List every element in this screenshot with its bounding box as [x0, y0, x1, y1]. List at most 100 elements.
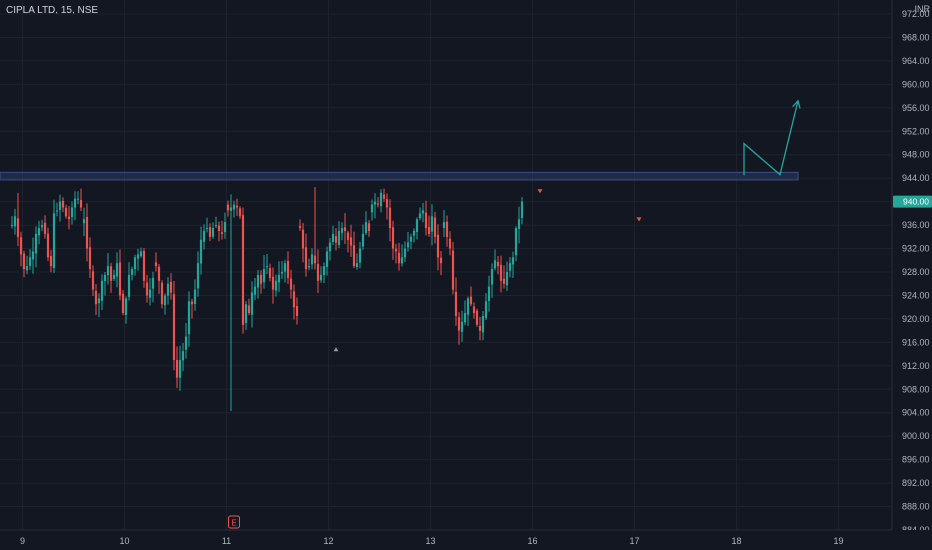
- candle[interactable]: [358, 242, 362, 269]
- candle[interactable]: [43, 215, 47, 239]
- candle[interactable]: [121, 289, 125, 316]
- candle[interactable]: [505, 261, 509, 291]
- candle[interactable]: [127, 262, 131, 301]
- candle[interactable]: [199, 226, 203, 275]
- candle[interactable]: [469, 286, 473, 307]
- candle[interactable]: [511, 251, 515, 279]
- candle[interactable]: [301, 223, 305, 263]
- candle[interactable]: [370, 199, 374, 221]
- candle[interactable]: [52, 199, 56, 273]
- candle[interactable]: [232, 200, 236, 218]
- candle[interactable]: [106, 253, 110, 285]
- candle[interactable]: [487, 275, 491, 312]
- candle[interactable]: [253, 277, 257, 301]
- candle[interactable]: [169, 273, 173, 300]
- candle[interactable]: [388, 199, 392, 242]
- candle[interactable]: [340, 222, 344, 241]
- candle[interactable]: [274, 274, 278, 297]
- candle[interactable]: [262, 255, 266, 289]
- candle[interactable]: [304, 233, 308, 277]
- candle[interactable]: [238, 206, 242, 219]
- candle[interactable]: [259, 270, 263, 294]
- candle[interactable]: [94, 284, 98, 315]
- candle[interactable]: [427, 215, 431, 237]
- candle[interactable]: [352, 231, 356, 269]
- candle[interactable]: [499, 255, 503, 293]
- candle[interactable]: [394, 243, 398, 264]
- candle[interactable]: [466, 296, 470, 327]
- candle[interactable]: [496, 256, 500, 275]
- candle[interactable]: [208, 223, 212, 242]
- candle[interactable]: [142, 248, 146, 288]
- candle[interactable]: [10, 216, 14, 229]
- candle[interactable]: [58, 194, 62, 222]
- candle[interactable]: [172, 280, 176, 371]
- candle[interactable]: [508, 257, 512, 278]
- candle[interactable]: [415, 217, 419, 240]
- candle[interactable]: [151, 271, 155, 303]
- candle[interactable]: [100, 274, 104, 311]
- candle[interactable]: [322, 262, 326, 284]
- candle[interactable]: [130, 266, 134, 281]
- candle[interactable]: [481, 310, 485, 341]
- candle[interactable]: [337, 221, 341, 249]
- candle[interactable]: [166, 277, 170, 305]
- candle[interactable]: [283, 259, 287, 283]
- candle[interactable]: [73, 191, 77, 221]
- candle[interactable]: [310, 248, 314, 270]
- candle[interactable]: [187, 291, 191, 347]
- candle[interactable]: [334, 228, 338, 251]
- candle[interactable]: [520, 197, 524, 225]
- candle[interactable]: [319, 266, 323, 283]
- candle[interactable]: [364, 211, 368, 235]
- candle[interactable]: [205, 217, 209, 233]
- candle[interactable]: [25, 255, 29, 275]
- candle[interactable]: [289, 269, 293, 299]
- candle[interactable]: [28, 249, 32, 270]
- candle[interactable]: [223, 212, 227, 239]
- candle[interactable]: [247, 298, 251, 316]
- candle[interactable]: [55, 202, 59, 217]
- candle[interactable]: [190, 298, 194, 319]
- candle[interactable]: [397, 242, 401, 271]
- candle[interactable]: [460, 310, 464, 342]
- candle[interactable]: [514, 226, 518, 262]
- candle[interactable]: [286, 251, 290, 284]
- candle[interactable]: [220, 220, 224, 240]
- candle[interactable]: [517, 206, 521, 244]
- candle[interactable]: [457, 312, 461, 345]
- candle[interactable]: [31, 237, 35, 274]
- candle[interactable]: [181, 342, 185, 372]
- candle[interactable]: [88, 237, 92, 278]
- candle[interactable]: [376, 197, 380, 208]
- candle[interactable]: [373, 193, 377, 219]
- candle[interactable]: [160, 280, 164, 309]
- candle[interactable]: [325, 246, 329, 276]
- candle[interactable]: [250, 281, 254, 328]
- candle[interactable]: [367, 220, 371, 237]
- candle[interactable]: [157, 264, 161, 294]
- candle[interactable]: [226, 200, 230, 217]
- candle[interactable]: [16, 192, 20, 247]
- candle[interactable]: [379, 189, 383, 213]
- candle[interactable]: [97, 293, 101, 318]
- candle[interactable]: [313, 186, 317, 270]
- candle[interactable]: [400, 244, 404, 267]
- candle[interactable]: [346, 230, 350, 253]
- candle[interactable]: [433, 211, 437, 244]
- candle[interactable]: [454, 277, 458, 326]
- candle[interactable]: [277, 261, 281, 293]
- candle[interactable]: [229, 194, 233, 411]
- candle[interactable]: [445, 215, 449, 247]
- candle[interactable]: [295, 297, 299, 325]
- candle[interactable]: [37, 220, 41, 245]
- candle[interactable]: [361, 224, 365, 251]
- candle[interactable]: [193, 279, 197, 311]
- candle[interactable]: [46, 227, 50, 262]
- candle[interactable]: [22, 250, 26, 278]
- candle[interactable]: [40, 219, 44, 232]
- candle[interactable]: [493, 249, 497, 271]
- candle[interactable]: [349, 224, 353, 258]
- candle[interactable]: [148, 278, 152, 306]
- candle[interactable]: [103, 272, 107, 296]
